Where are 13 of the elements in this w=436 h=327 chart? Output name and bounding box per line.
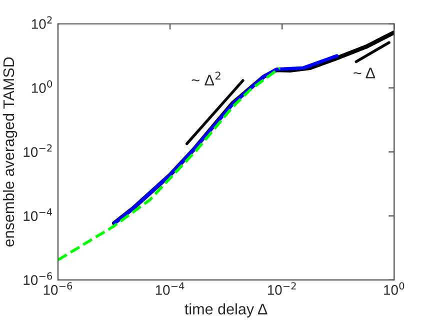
- y-tick-label: 10$^{0}$: [32, 80, 52, 93]
- annotation: ~ Δ: [354, 68, 376, 78]
- y-tick-label: 10$^{−4}$: [24, 208, 52, 221]
- y-tick-label: 10$^{−2}$: [24, 144, 52, 157]
- x-axis-title: time delay Δ: [184, 303, 268, 318]
- x-tick-label: 10$^{−2}$: [268, 282, 296, 295]
- x-tick-label: 10$^{0}$: [384, 282, 404, 295]
- annotation: ~ Δ$^{2}$: [192, 72, 220, 86]
- x-tick-label: 10$^{−6}$: [44, 282, 72, 295]
- x-tick-label: 10$^{−4}$: [156, 282, 184, 295]
- y-tick-label: 10$^{2}$: [32, 16, 52, 29]
- y-axis-title: ensemble averaged TAMSD: [2, 57, 18, 246]
- y-tick-label: 10$^{−6}$: [24, 272, 52, 285]
